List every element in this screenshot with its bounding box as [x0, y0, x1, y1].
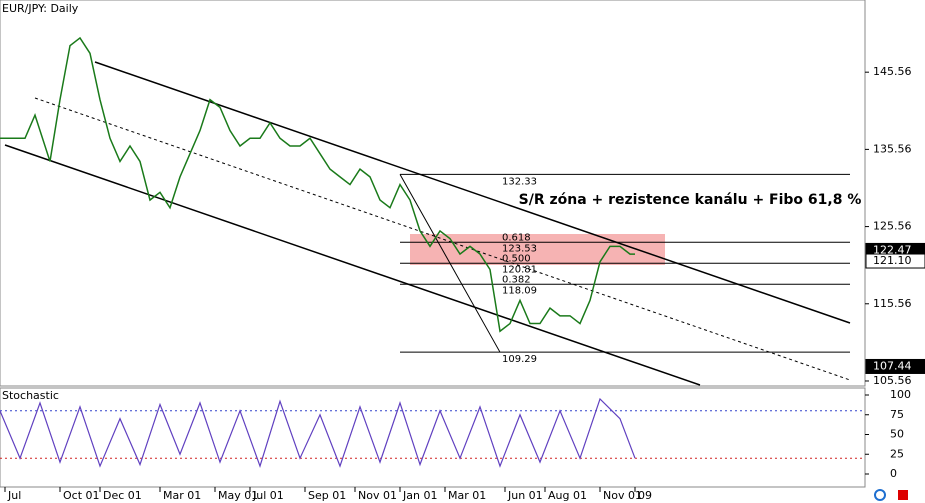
x-tick-label: May 01	[218, 489, 258, 502]
fib-ratio: 0.382	[502, 274, 531, 285]
x-tick-label: Dec 01	[103, 489, 142, 502]
channel-upper	[94, 61, 851, 324]
x-tick-label: Mar 01	[163, 489, 201, 502]
link-icon[interactable]	[874, 489, 886, 501]
fib-label: 109.29	[502, 354, 537, 365]
stoch-tick-label: 0	[890, 467, 897, 480]
stoch-tick-label: 50	[890, 428, 904, 441]
price-marker	[865, 253, 925, 269]
stoch-tick-label: 25	[890, 447, 904, 460]
sr-zone	[410, 234, 665, 265]
chart-title: EUR/JPY: Daily	[2, 2, 79, 15]
stoch-tick-label: 75	[890, 408, 904, 421]
stoch-tick-label: 100	[890, 388, 911, 401]
annotation: S/R zóna + rezistence kanálu + Fibo 61,8…	[519, 192, 862, 208]
x-tick-label: Sep 01	[308, 489, 346, 502]
stoch-line	[0, 397, 636, 468]
x-tick-label: Jul	[7, 489, 21, 502]
y-tick-label: 115.56	[873, 297, 912, 310]
x-tick-label: Jan 01	[402, 489, 437, 502]
channel-lower	[4, 144, 701, 386]
fib-price: 120.81	[502, 264, 537, 275]
stoch-title: Stochastic	[2, 389, 59, 402]
price-marker-label: 122.47	[873, 243, 912, 256]
x-tick-label: Jun 01	[507, 489, 543, 502]
fib-price: 118.09	[502, 285, 537, 296]
fib-price: 123.53	[502, 243, 537, 254]
x-tick-label: Nov 01	[358, 489, 397, 502]
stoch-panel	[0, 387, 866, 488]
price-marker-label: 107.44	[873, 359, 912, 372]
y-tick-label: 145.56	[873, 65, 912, 78]
x-tick-label: Jul 01	[252, 489, 284, 502]
y-tick-label: 135.56	[873, 142, 912, 155]
x-tick-label: Nov 01	[603, 489, 642, 502]
toolbar-icons[interactable]	[874, 489, 908, 501]
x-tick-label: Aug 01	[548, 489, 587, 502]
close-icon[interactable]	[898, 490, 908, 500]
y-tick-label: 125.56	[873, 220, 912, 233]
fib-ratio: 0.618	[502, 232, 531, 243]
fib-ratio: 0.500	[502, 253, 531, 264]
price-line	[0, 36, 635, 333]
fib-label: 132.33	[502, 176, 537, 187]
x-tick-label: 09	[638, 489, 652, 502]
x-tick-label: Oct 01	[63, 489, 100, 502]
price-marker-label: 121.10	[873, 254, 912, 267]
x-tick-label: Mar 01	[448, 489, 486, 502]
y-tick-label: 105.56	[873, 374, 912, 387]
price-marker	[865, 358, 925, 374]
